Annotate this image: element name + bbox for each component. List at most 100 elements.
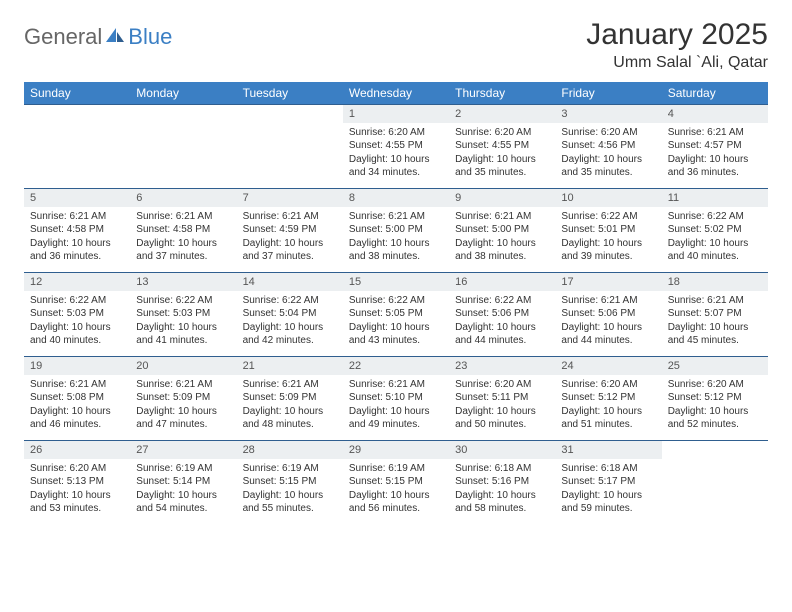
sunset-line: Sunset: 5:16 PM [455,475,549,489]
empty-day-number [130,105,236,123]
sunrise-line: Sunrise: 6:21 AM [243,210,337,224]
sunset-line: Sunset: 4:59 PM [243,223,337,237]
sunset-line: Sunset: 5:06 PM [455,307,549,321]
sunrise-line: Sunrise: 6:21 AM [561,294,655,308]
day-number: 25 [662,357,768,375]
sunset-line: Sunset: 5:00 PM [455,223,549,237]
brand-part1: General [24,24,102,50]
day-content: Sunrise: 6:22 AMSunset: 5:01 PMDaylight:… [555,207,661,273]
daylight-line: Daylight: 10 hours and 58 minutes. [455,489,549,516]
sunrise-line: Sunrise: 6:20 AM [455,378,549,392]
day-number: 16 [449,273,555,291]
day-content: Sunrise: 6:20 AMSunset: 5:12 PMDaylight:… [662,375,768,441]
day-content: Sunrise: 6:22 AMSunset: 5:04 PMDaylight:… [237,291,343,357]
day-number: 21 [237,357,343,375]
day-number: 2 [449,105,555,123]
sunset-line: Sunset: 5:02 PM [668,223,762,237]
weekday-header: Wednesday [343,82,449,105]
sunrise-line: Sunrise: 6:22 AM [243,294,337,308]
sunset-line: Sunset: 5:11 PM [455,391,549,405]
sunrise-line: Sunrise: 6:18 AM [561,462,655,476]
daylight-line: Daylight: 10 hours and 53 minutes. [30,489,124,516]
sunrise-line: Sunrise: 6:21 AM [136,210,230,224]
sunset-line: Sunset: 5:09 PM [243,391,337,405]
day-content: Sunrise: 6:21 AMSunset: 5:07 PMDaylight:… [662,291,768,357]
title-block: January 2025 Umm Salal `Ali, Qatar [586,18,768,72]
daylight-line: Daylight: 10 hours and 38 minutes. [349,237,443,264]
day-number: 29 [343,441,449,459]
sunset-line: Sunset: 5:12 PM [561,391,655,405]
sunrise-line: Sunrise: 6:20 AM [30,462,124,476]
day-content: Sunrise: 6:19 AMSunset: 5:15 PMDaylight:… [343,459,449,525]
sunset-line: Sunset: 5:17 PM [561,475,655,489]
day-content-row: Sunrise: 6:20 AMSunset: 5:13 PMDaylight:… [24,459,768,525]
day-number: 27 [130,441,236,459]
sunset-line: Sunset: 5:00 PM [349,223,443,237]
day-content: Sunrise: 6:18 AMSunset: 5:17 PMDaylight:… [555,459,661,525]
empty-day-number [24,105,130,123]
daylight-line: Daylight: 10 hours and 37 minutes. [136,237,230,264]
sunrise-line: Sunrise: 6:22 AM [349,294,443,308]
day-number-row: 567891011 [24,189,768,207]
day-content: Sunrise: 6:20 AMSunset: 4:55 PMDaylight:… [449,123,555,189]
day-number: 18 [662,273,768,291]
daylight-line: Daylight: 10 hours and 43 minutes. [349,321,443,348]
day-content: Sunrise: 6:19 AMSunset: 5:15 PMDaylight:… [237,459,343,525]
sunset-line: Sunset: 5:04 PM [243,307,337,321]
day-content: Sunrise: 6:18 AMSunset: 5:16 PMDaylight:… [449,459,555,525]
sunset-line: Sunset: 5:15 PM [243,475,337,489]
month-title: January 2025 [586,18,768,52]
day-number: 30 [449,441,555,459]
daylight-line: Daylight: 10 hours and 34 minutes. [349,153,443,180]
sunset-line: Sunset: 4:55 PM [349,139,443,153]
daylight-line: Daylight: 10 hours and 39 minutes. [561,237,655,264]
day-number: 1 [343,105,449,123]
day-number-row: 1234 [24,105,768,123]
day-number: 24 [555,357,661,375]
daylight-line: Daylight: 10 hours and 35 minutes. [455,153,549,180]
day-content: Sunrise: 6:21 AMSunset: 4:58 PMDaylight:… [24,207,130,273]
day-content: Sunrise: 6:21 AMSunset: 5:09 PMDaylight:… [237,375,343,441]
sunrise-line: Sunrise: 6:20 AM [349,126,443,140]
sunrise-line: Sunrise: 6:21 AM [30,378,124,392]
daylight-line: Daylight: 10 hours and 49 minutes. [349,405,443,432]
daylight-line: Daylight: 10 hours and 46 minutes. [30,405,124,432]
daylight-line: Daylight: 10 hours and 54 minutes. [136,489,230,516]
empty-day-content [237,123,343,189]
day-number: 15 [343,273,449,291]
day-number: 31 [555,441,661,459]
day-number: 13 [130,273,236,291]
sunset-line: Sunset: 5:15 PM [349,475,443,489]
sunset-line: Sunset: 4:58 PM [136,223,230,237]
sunset-line: Sunset: 5:10 PM [349,391,443,405]
day-content: Sunrise: 6:19 AMSunset: 5:14 PMDaylight:… [130,459,236,525]
sunset-line: Sunset: 5:03 PM [136,307,230,321]
day-number: 11 [662,189,768,207]
weekday-header: Monday [130,82,236,105]
day-content: Sunrise: 6:22 AMSunset: 5:03 PMDaylight:… [24,291,130,357]
sunrise-line: Sunrise: 6:22 AM [668,210,762,224]
daylight-line: Daylight: 10 hours and 59 minutes. [561,489,655,516]
location-label: Umm Salal `Ali, Qatar [586,54,768,72]
daylight-line: Daylight: 10 hours and 35 minutes. [561,153,655,180]
sunrise-line: Sunrise: 6:22 AM [561,210,655,224]
day-number: 20 [130,357,236,375]
sunset-line: Sunset: 5:06 PM [561,307,655,321]
daylight-line: Daylight: 10 hours and 44 minutes. [455,321,549,348]
sunset-line: Sunset: 5:08 PM [30,391,124,405]
daylight-line: Daylight: 10 hours and 40 minutes. [30,321,124,348]
day-number: 3 [555,105,661,123]
day-number: 7 [237,189,343,207]
sunrise-line: Sunrise: 6:21 AM [455,210,549,224]
day-number: 19 [24,357,130,375]
day-number-row: 12131415161718 [24,273,768,291]
day-content: Sunrise: 6:21 AMSunset: 5:00 PMDaylight:… [343,207,449,273]
day-content: Sunrise: 6:21 AMSunset: 5:06 PMDaylight:… [555,291,661,357]
sunrise-line: Sunrise: 6:20 AM [668,378,762,392]
day-content: Sunrise: 6:20 AMSunset: 4:55 PMDaylight:… [343,123,449,189]
sunrise-line: Sunrise: 6:21 AM [668,294,762,308]
sunset-line: Sunset: 5:01 PM [561,223,655,237]
sunrise-line: Sunrise: 6:20 AM [561,378,655,392]
day-number: 26 [24,441,130,459]
day-content: Sunrise: 6:21 AMSunset: 5:00 PMDaylight:… [449,207,555,273]
